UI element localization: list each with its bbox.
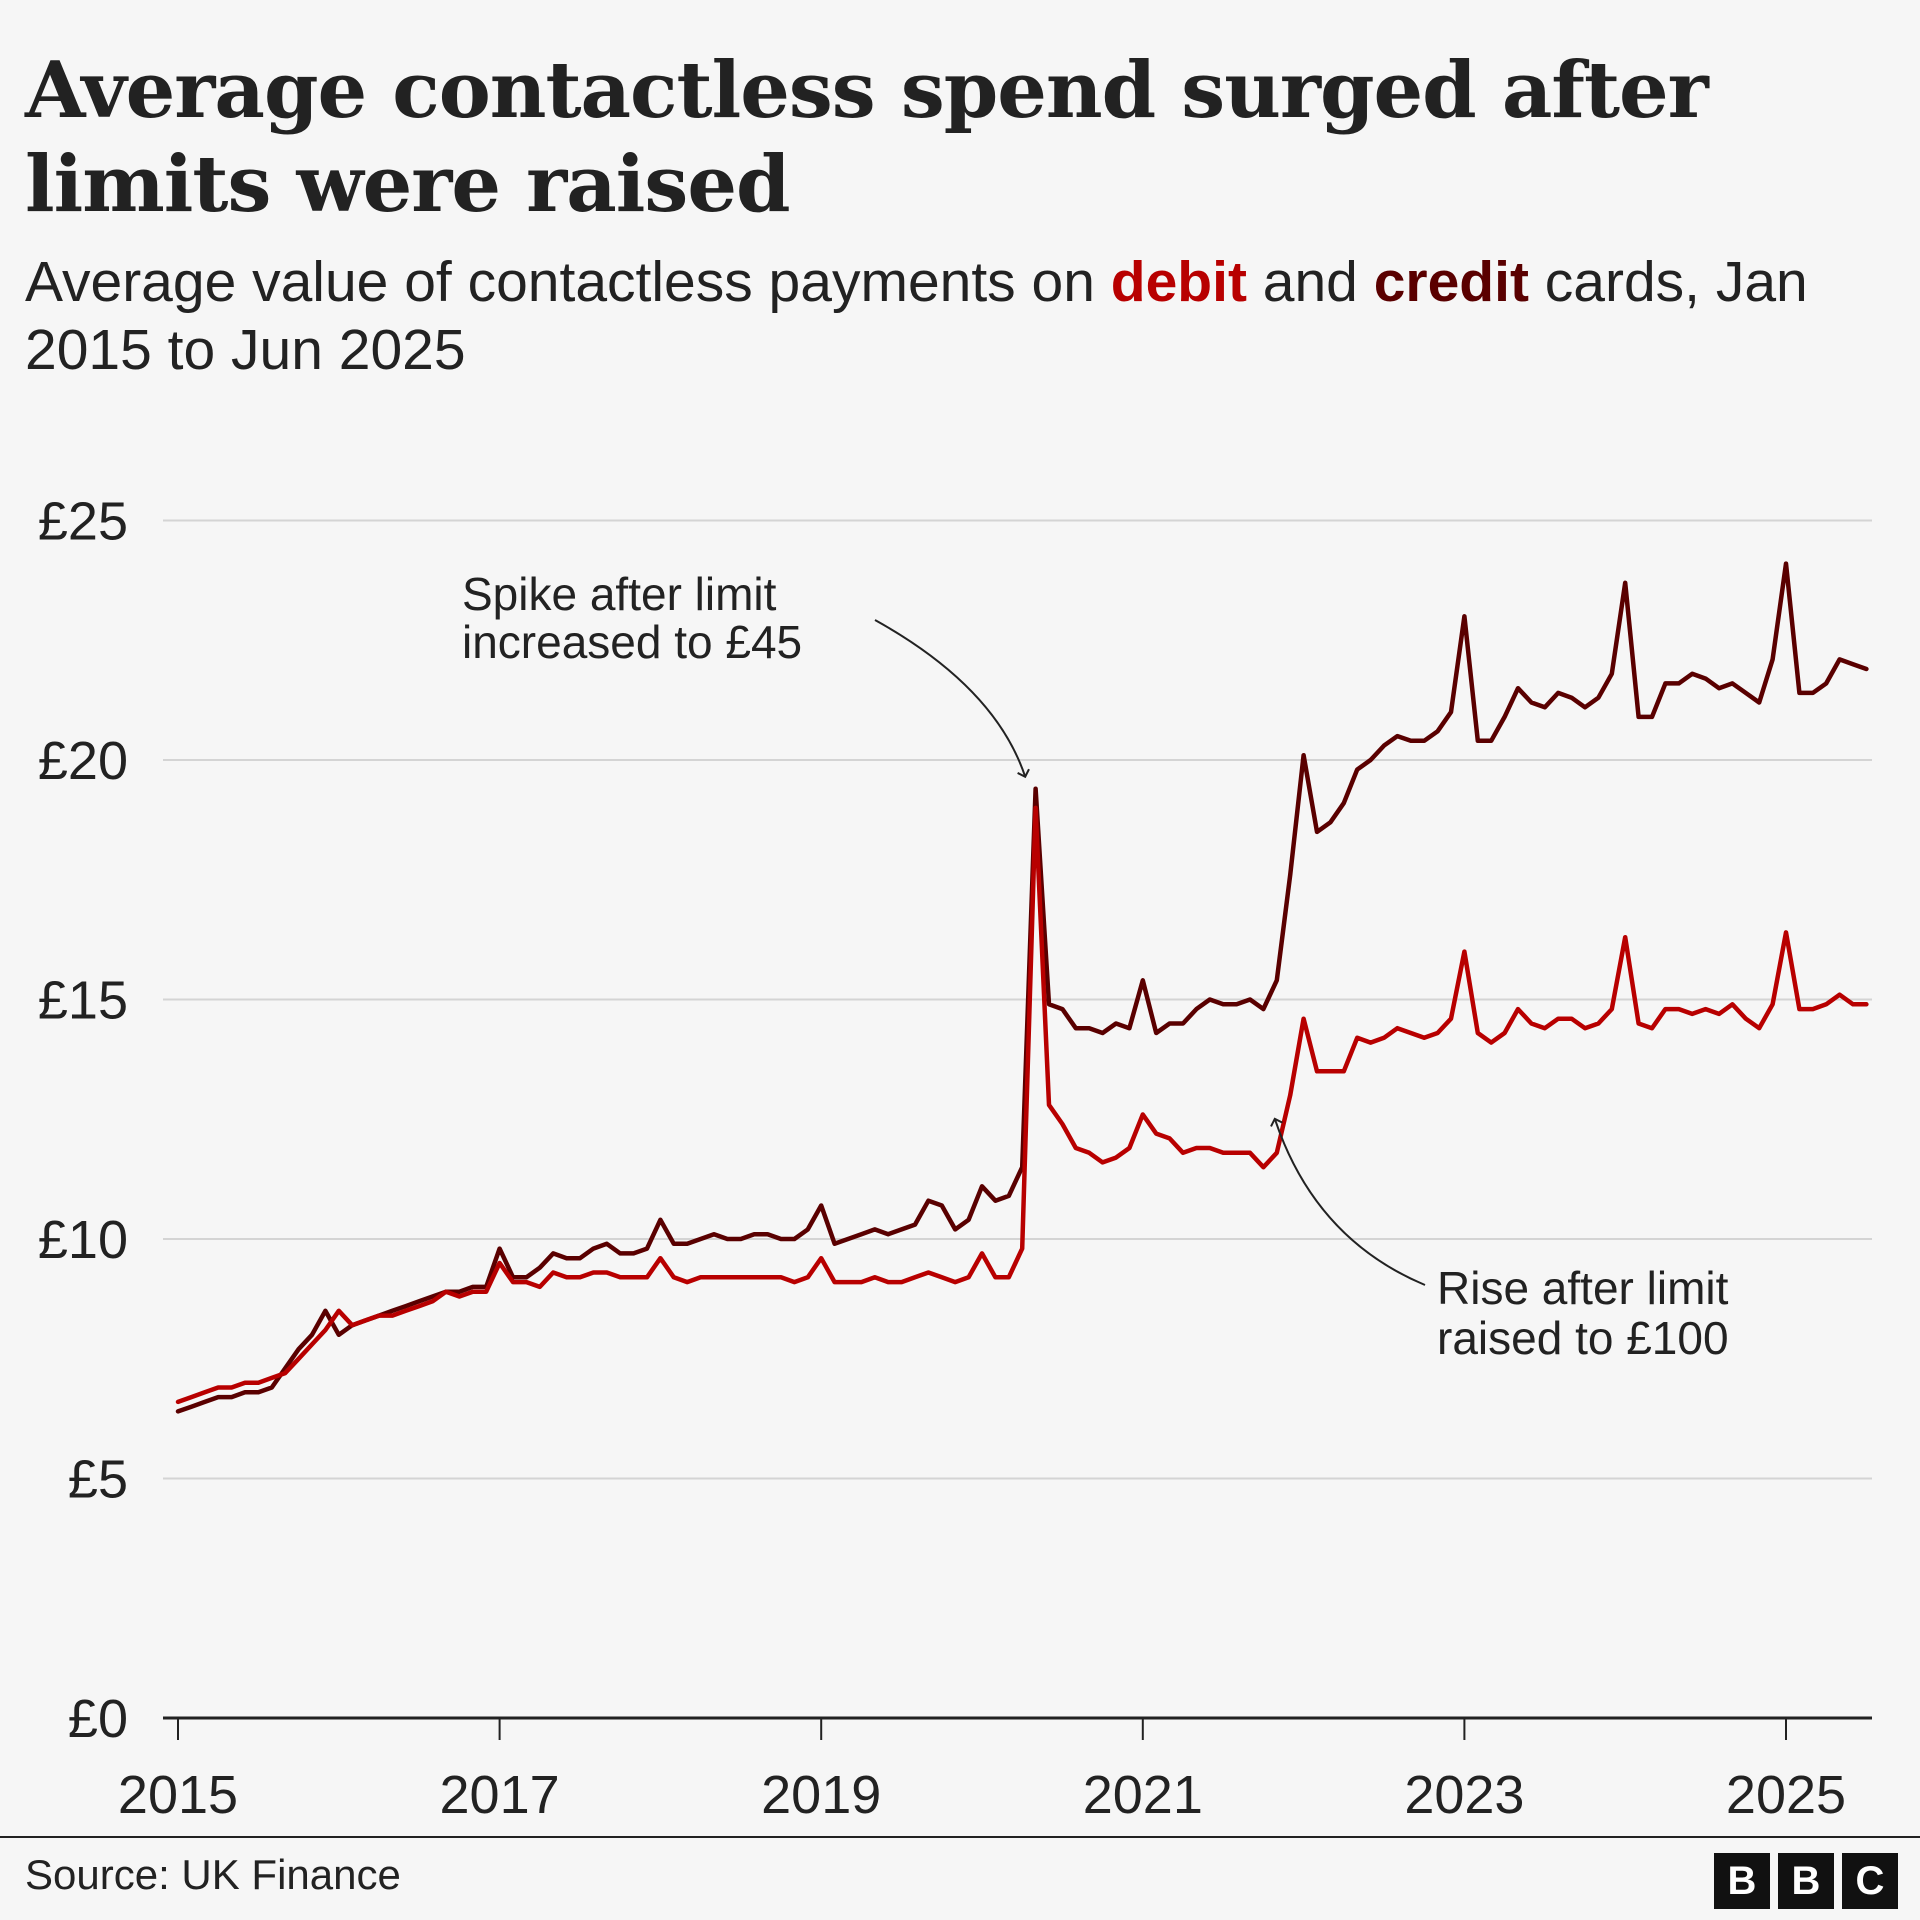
bbc-logo: B B C xyxy=(1714,1853,1898,1909)
annotation-spike: Spike after limit increased to £45 xyxy=(462,568,802,668)
x-tick-label: 2025 xyxy=(1726,1765,1846,1825)
logo-letter-c: C xyxy=(1842,1853,1898,1909)
y-tick-label: £0 xyxy=(68,1689,128,1749)
gridlines xyxy=(163,519,1872,1480)
logo-letter-b2: B xyxy=(1778,1853,1834,1909)
debit-series-line xyxy=(175,805,1869,1405)
subtitle-middle: and xyxy=(1246,250,1374,314)
series-lines xyxy=(175,561,1869,1414)
source-note: Source: UK Finance xyxy=(25,1851,401,1898)
annotations: Spike after limit increased to £45 Rise af… xyxy=(462,568,1729,1364)
x-tick-label: 2015 xyxy=(118,1765,238,1825)
axes: £0 £5 £10 £15 £20 £25 2015 2017 2019 2021 2023 2025 xyxy=(38,492,1872,1825)
subtitle-prefix: Average value of contactless payments on xyxy=(25,250,1111,314)
y-tick-label: £15 xyxy=(38,971,128,1031)
annotation-spike-arrow xyxy=(874,619,1030,779)
annotation-spike-line: increased to £45 xyxy=(462,616,802,668)
x-tick-label: 2023 xyxy=(1404,1765,1524,1825)
annotation-rise-arrow xyxy=(1270,1117,1426,1286)
annotation-rise-line: Rise after limit xyxy=(1437,1262,1729,1314)
annotation-rise: Rise after limit raised to £100 xyxy=(1437,1262,1729,1364)
chart-title: Average contactless spend surged after l… xyxy=(25,45,1709,230)
y-tick-label: £20 xyxy=(38,731,128,791)
x-tick-label: 2017 xyxy=(440,1765,560,1825)
logo-letter-b1: B xyxy=(1714,1853,1770,1909)
y-tick-label: £25 xyxy=(38,492,128,552)
annotation-rise-line: raised to £100 xyxy=(1437,1312,1729,1364)
subtitle-debit-key: debit xyxy=(1110,250,1247,314)
subtitle-suffix: cards, Jan 2015 to Jun 2025 xyxy=(25,250,1808,382)
x-tick-label: 2021 xyxy=(1083,1765,1203,1825)
y-tick-label: £10 xyxy=(38,1210,128,1270)
y-tick-label: £5 xyxy=(68,1450,128,1510)
x-tick-label: 2019 xyxy=(761,1765,881,1825)
chart-subtitle: Average value of contactless payments on… xyxy=(25,248,1905,384)
footer-divider xyxy=(0,1836,1920,1838)
credit-series-line xyxy=(175,561,1869,1414)
annotation-spike-line: Spike after limit xyxy=(462,568,777,620)
subtitle-credit-key: credit xyxy=(1373,250,1529,314)
